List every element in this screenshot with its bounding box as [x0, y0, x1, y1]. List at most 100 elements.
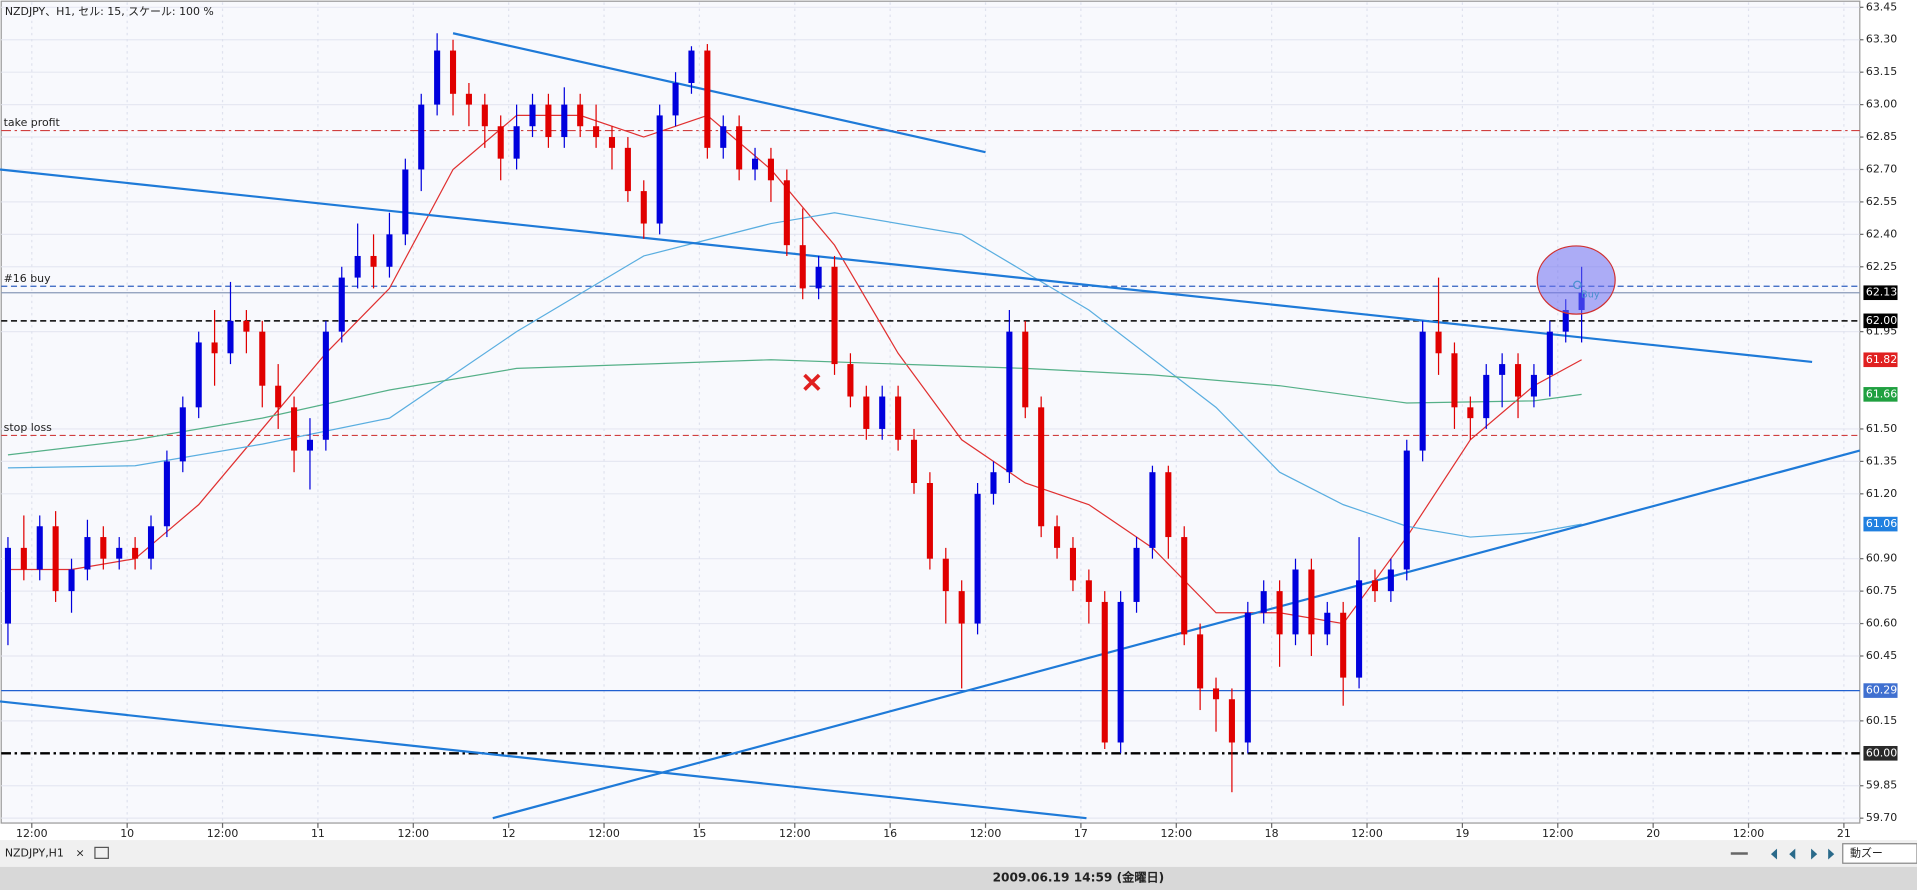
y-tick-label: 63.00 [1866, 98, 1897, 111]
candle-body [1356, 580, 1363, 678]
chart-info: NZDJPY、H1, セル: 15, スケール: 100 % [5, 5, 214, 18]
candle-body [910, 439, 918, 484]
y-tick-label: 60.75 [1866, 584, 1897, 597]
candle-body [513, 126, 520, 159]
candle-body [1419, 331, 1426, 451]
candle-body [465, 93, 472, 105]
candle-body [402, 169, 409, 235]
tab-window-icon[interactable] [94, 846, 109, 859]
trendline [0, 700, 1087, 820]
candle-body [561, 104, 568, 138]
candle-body [68, 569, 75, 592]
candle-body [608, 137, 616, 148]
price-marker [1863, 516, 1898, 532]
y-tick-label: 59.70 [1866, 811, 1897, 824]
price-marker-label: 60.00 [1866, 746, 1897, 759]
candle-body [1117, 601, 1124, 743]
y-tick-label: 60.60 [1866, 617, 1897, 630]
zoom-label[interactable]: 動ズー [1850, 845, 1883, 859]
candle-body [656, 115, 663, 224]
candle-body [1228, 699, 1235, 743]
candle-body [879, 396, 886, 429]
candle-body [1340, 612, 1347, 678]
candle-body [497, 126, 504, 159]
level-label: take profit [4, 116, 61, 129]
candle-body [1197, 634, 1204, 689]
candle-body [370, 255, 377, 267]
ma-line [7, 212, 1582, 538]
tab-close[interactable]: × [75, 846, 84, 859]
candle-body [1149, 472, 1156, 548]
x-tick-label: 16 [883, 827, 897, 840]
candle-body [815, 266, 822, 289]
tab-label[interactable]: NZDJPY,H1 [5, 846, 64, 859]
candle-body [322, 331, 329, 440]
candle-body [243, 320, 250, 332]
x-tick-label: 11 [311, 827, 325, 840]
x-tick-label: 10 [120, 827, 134, 840]
tab-bar [0, 840, 1917, 867]
candle-body [863, 396, 870, 429]
candle-body [1212, 688, 1220, 700]
candle-body [1483, 374, 1490, 419]
x-tick-label: 19 [1455, 827, 1469, 840]
price-marker-label: 62.13 [1866, 286, 1897, 299]
candle-body [593, 126, 600, 138]
candle-body [799, 245, 806, 289]
x-tick-label: 12:00 [207, 827, 239, 840]
candle-body [36, 526, 43, 570]
y-tick-label: 63.30 [1866, 33, 1897, 46]
candle-body [990, 472, 997, 494]
candle-body [195, 342, 202, 408]
candle-body [291, 407, 298, 451]
nav-buttons[interactable] [1770, 848, 1835, 860]
y-tick-label: 62.40 [1866, 227, 1897, 240]
candle-body [20, 547, 27, 570]
status-time: 2009.06.19 14:59 (金曜日) [993, 869, 1165, 884]
candle-body [624, 147, 631, 192]
candle-body [338, 277, 345, 332]
x-tick-label: 15 [692, 827, 706, 840]
candle-body [354, 255, 361, 278]
close-mark [803, 373, 821, 391]
candle-body [1133, 547, 1140, 602]
y-tick-label: 63.45 [1866, 0, 1897, 13]
candle-body [1260, 591, 1267, 613]
candle-body [688, 50, 695, 83]
candle-body [1276, 591, 1283, 635]
candle-body [1562, 310, 1569, 332]
x-tick-label: 12:00 [779, 827, 811, 840]
zoom-button[interactable] [1842, 843, 1917, 864]
candle-body [672, 82, 679, 116]
candle-body [1244, 612, 1251, 743]
x-tick-label: 18 [1265, 827, 1279, 840]
x-tick-label: 21 [1837, 827, 1851, 840]
candle-body [306, 439, 314, 451]
order-icon [1573, 280, 1582, 290]
price-marker [1863, 285, 1898, 301]
price-marker-label: 61.66 [1866, 387, 1897, 400]
candle-body [481, 104, 488, 127]
candle-body [942, 558, 949, 592]
price-marker [1863, 683, 1898, 698]
candle-body [84, 537, 91, 570]
x-tick-label: 12:00 [1351, 827, 1383, 840]
candle-body [259, 331, 266, 386]
y-tick-label: 61.20 [1866, 487, 1897, 500]
candle-body [736, 126, 743, 170]
price-marker-label: 62.00 [1866, 314, 1897, 327]
x-tick-label: 12:00 [970, 827, 1002, 840]
candle-body [1499, 364, 1506, 375]
candle-body [1181, 537, 1188, 635]
candle-body [1451, 353, 1458, 408]
level-label: #16 buy [4, 272, 51, 285]
candle-body [1435, 331, 1442, 354]
candle-body [640, 191, 647, 224]
order-highlight [1536, 245, 1616, 315]
x-tick-label: 12:00 [398, 827, 430, 840]
y-tick-label: 62.25 [1866, 260, 1897, 273]
candle-body [1371, 580, 1379, 592]
candle-body [4, 547, 11, 624]
x-tick-label: 12 [502, 827, 516, 840]
